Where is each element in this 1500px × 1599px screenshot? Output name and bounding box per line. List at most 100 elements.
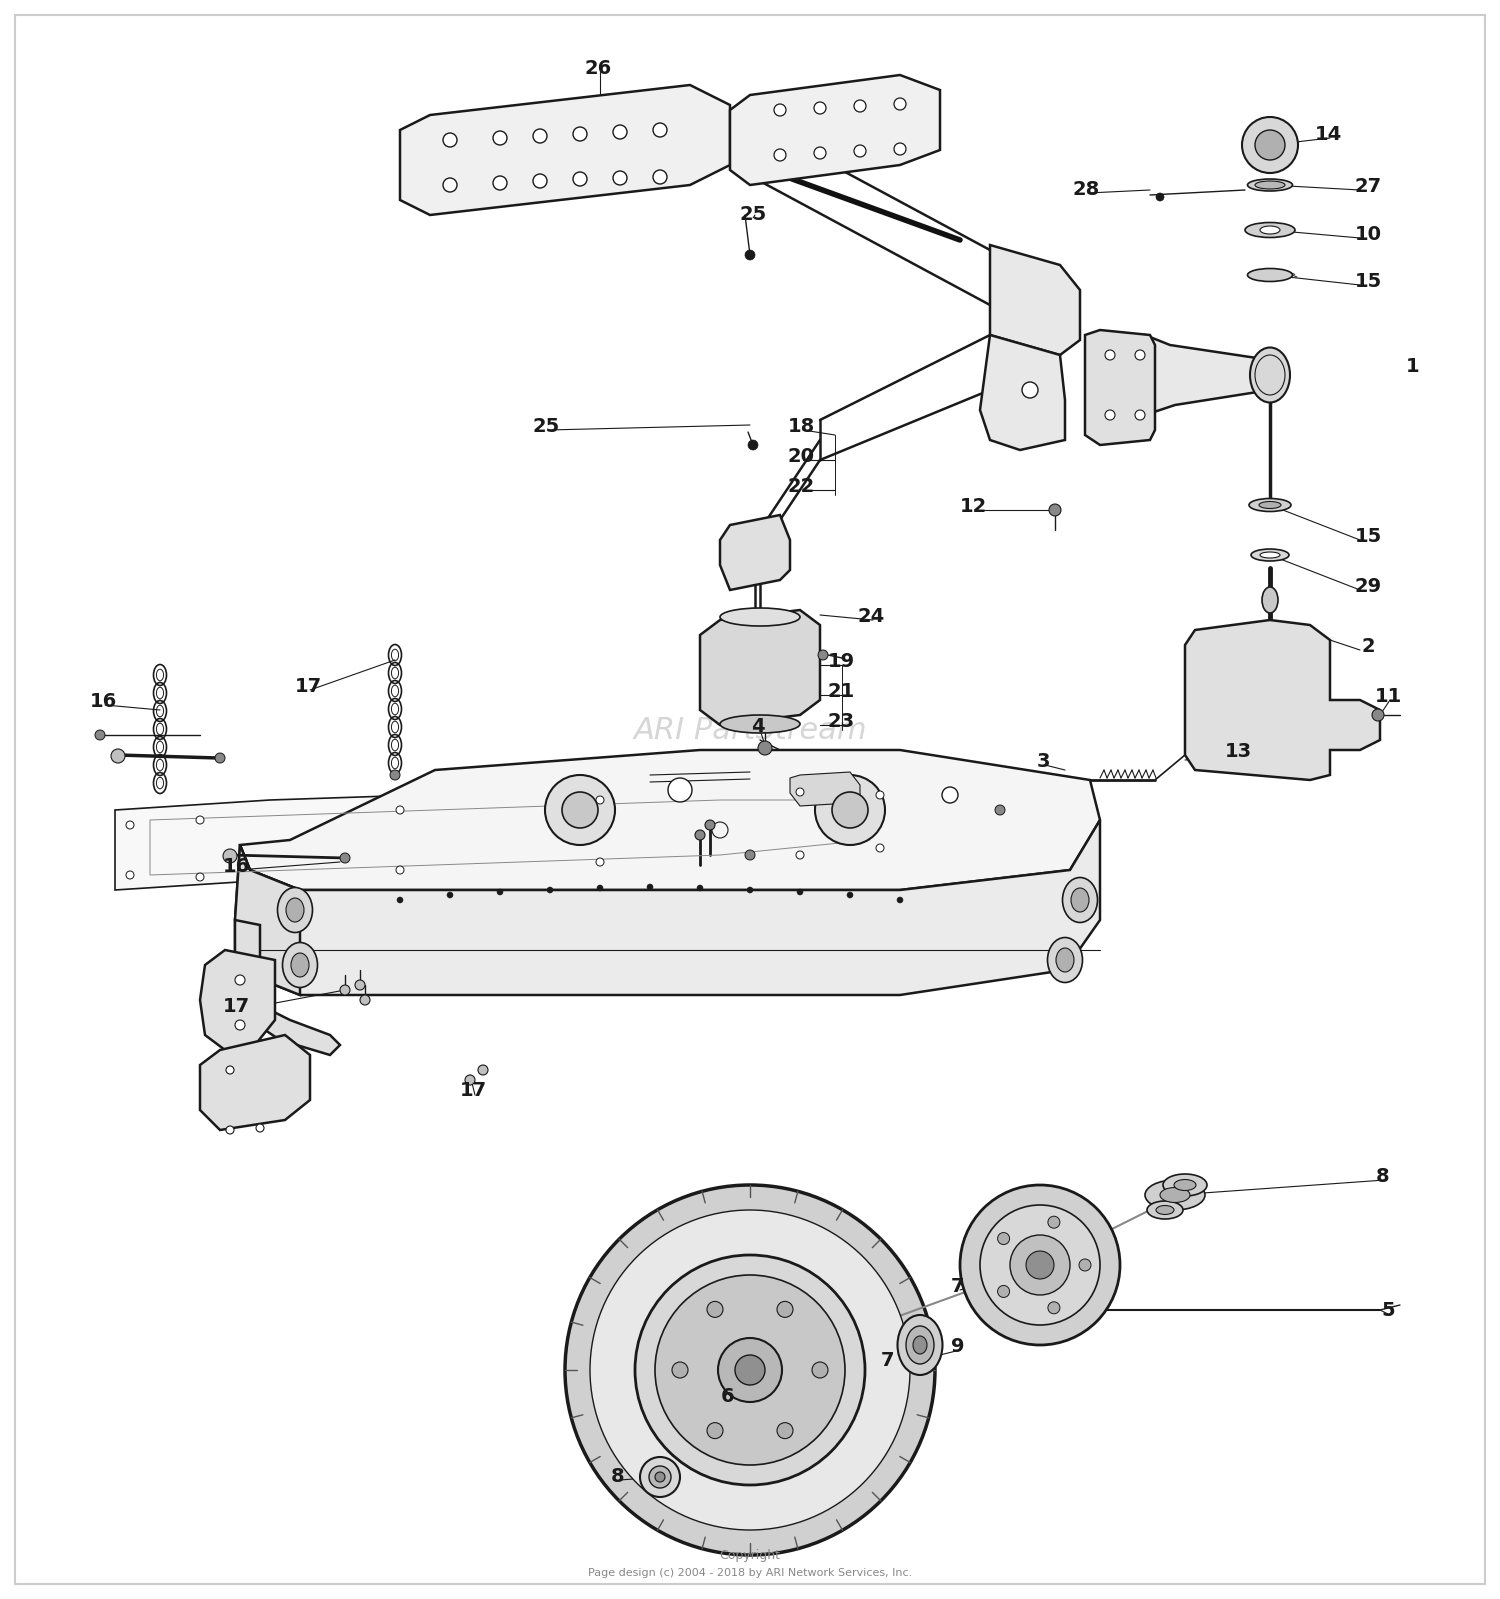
Ellipse shape — [1258, 502, 1281, 508]
Ellipse shape — [1156, 1206, 1174, 1215]
Ellipse shape — [1174, 1180, 1196, 1191]
Text: 6: 6 — [722, 1386, 735, 1406]
Circle shape — [646, 884, 652, 891]
Circle shape — [735, 1354, 765, 1385]
Circle shape — [196, 815, 204, 823]
Circle shape — [998, 1233, 1010, 1244]
Polygon shape — [200, 950, 274, 1051]
Ellipse shape — [1245, 222, 1294, 238]
Ellipse shape — [656, 1473, 664, 1482]
Text: 13: 13 — [1224, 742, 1251, 761]
Circle shape — [532, 130, 548, 142]
Circle shape — [1156, 193, 1164, 201]
Text: 11: 11 — [1374, 686, 1401, 705]
Circle shape — [815, 102, 827, 114]
Text: 17: 17 — [294, 676, 321, 696]
Polygon shape — [400, 85, 730, 214]
Circle shape — [1106, 350, 1114, 360]
Circle shape — [1010, 1234, 1070, 1295]
Circle shape — [442, 177, 458, 192]
Circle shape — [706, 1423, 723, 1439]
Text: 7: 7 — [880, 1351, 894, 1370]
Circle shape — [447, 892, 453, 899]
Circle shape — [360, 995, 370, 1006]
Circle shape — [573, 126, 586, 141]
Circle shape — [698, 884, 703, 891]
Circle shape — [494, 131, 507, 146]
Circle shape — [597, 884, 603, 891]
Ellipse shape — [282, 942, 318, 988]
Circle shape — [494, 176, 507, 190]
Ellipse shape — [1251, 548, 1288, 561]
Circle shape — [214, 753, 225, 763]
Polygon shape — [700, 609, 820, 724]
Circle shape — [672, 1362, 688, 1378]
Text: 3: 3 — [1036, 752, 1050, 771]
Ellipse shape — [1248, 179, 1293, 190]
Circle shape — [1256, 130, 1286, 160]
Circle shape — [596, 796, 604, 804]
Circle shape — [1106, 409, 1114, 421]
Circle shape — [1022, 382, 1038, 398]
Circle shape — [705, 820, 716, 830]
Circle shape — [747, 887, 753, 892]
Ellipse shape — [1062, 878, 1098, 923]
Circle shape — [532, 174, 548, 189]
Ellipse shape — [1260, 225, 1280, 233]
Ellipse shape — [720, 715, 800, 732]
Circle shape — [876, 844, 884, 852]
Circle shape — [236, 975, 244, 985]
Ellipse shape — [1250, 499, 1292, 512]
Text: ARI PartStream: ARI PartStream — [633, 715, 867, 745]
Text: 14: 14 — [1314, 125, 1341, 144]
Circle shape — [196, 873, 204, 881]
Circle shape — [998, 1286, 1010, 1297]
Circle shape — [614, 125, 627, 139]
Circle shape — [942, 787, 958, 803]
Text: 22: 22 — [788, 477, 814, 496]
Text: 2: 2 — [1360, 636, 1376, 656]
Circle shape — [614, 171, 627, 185]
Text: Page design (c) 2004 - 2018 by ARI Network Services, Inc.: Page design (c) 2004 - 2018 by ARI Netwo… — [588, 1569, 912, 1578]
Circle shape — [396, 806, 404, 814]
Circle shape — [694, 830, 705, 839]
Polygon shape — [236, 844, 300, 995]
Ellipse shape — [1248, 269, 1293, 281]
Circle shape — [236, 1020, 244, 1030]
Polygon shape — [236, 820, 1100, 995]
Polygon shape — [730, 75, 940, 185]
Circle shape — [1242, 117, 1298, 173]
Text: 18: 18 — [788, 416, 814, 435]
Polygon shape — [1185, 620, 1380, 780]
Polygon shape — [990, 245, 1080, 355]
Circle shape — [573, 173, 586, 185]
Circle shape — [1078, 1258, 1090, 1271]
Circle shape — [652, 123, 668, 138]
Ellipse shape — [720, 608, 800, 625]
Ellipse shape — [1160, 1188, 1190, 1202]
Circle shape — [746, 851, 754, 860]
Text: 8: 8 — [1376, 1167, 1390, 1185]
Text: 10: 10 — [1354, 224, 1382, 243]
Circle shape — [833, 792, 868, 828]
Polygon shape — [1095, 336, 1270, 425]
Circle shape — [226, 1126, 234, 1134]
Polygon shape — [980, 336, 1065, 449]
Polygon shape — [200, 1035, 310, 1130]
Circle shape — [396, 867, 404, 875]
Text: 26: 26 — [585, 59, 612, 77]
Circle shape — [442, 133, 458, 147]
Text: 20: 20 — [788, 446, 814, 465]
Text: 17: 17 — [222, 996, 249, 1015]
Circle shape — [340, 985, 350, 995]
Text: 9: 9 — [951, 1337, 964, 1356]
Ellipse shape — [291, 953, 309, 977]
Circle shape — [706, 1302, 723, 1318]
Circle shape — [94, 731, 105, 740]
Polygon shape — [720, 515, 790, 590]
Text: 25: 25 — [740, 205, 766, 224]
Text: Copyright: Copyright — [720, 1548, 780, 1562]
Polygon shape — [240, 750, 1100, 891]
Circle shape — [126, 820, 134, 828]
Circle shape — [590, 1210, 910, 1530]
